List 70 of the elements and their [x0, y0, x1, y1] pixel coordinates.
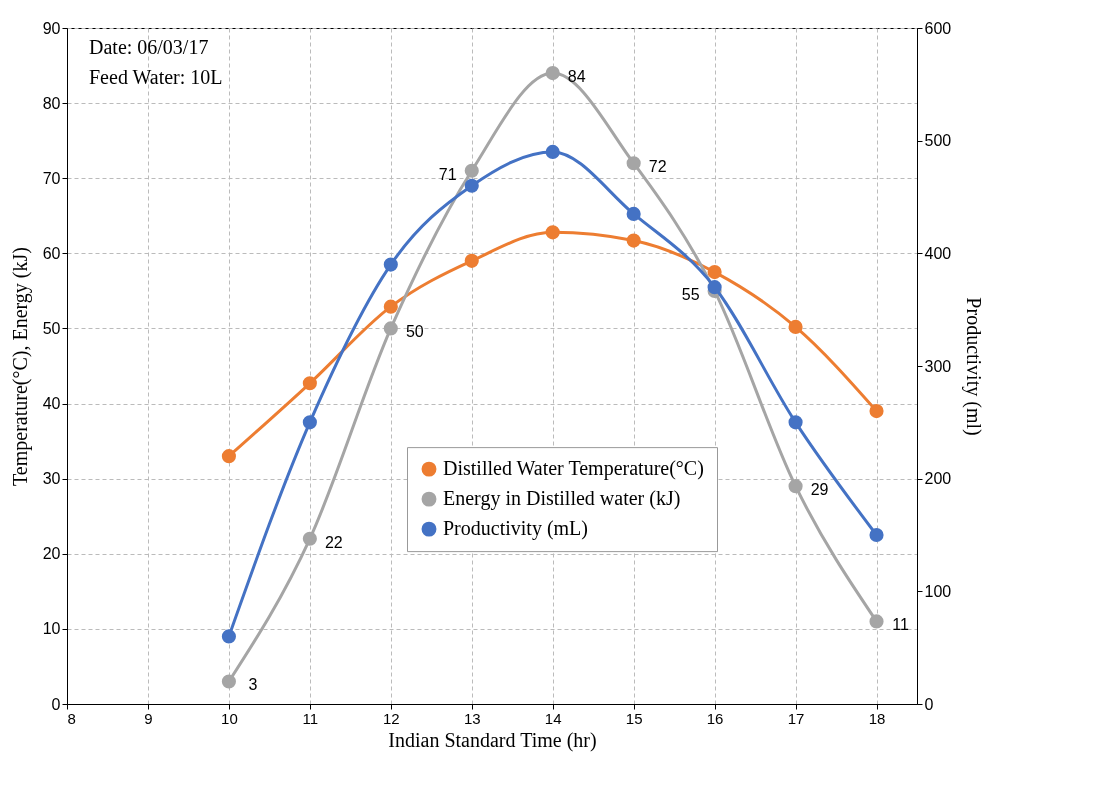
- point: [464, 163, 479, 178]
- y-tick-label: 60: [42, 244, 61, 262]
- point: [383, 299, 398, 314]
- legend-label: Distilled Water Temperature(°C): [443, 457, 704, 481]
- y-tick-label: 10: [42, 620, 61, 638]
- point: [383, 321, 398, 336]
- x-tick-label: 18: [868, 709, 886, 727]
- data-label: 55: [681, 285, 700, 303]
- point: [545, 144, 560, 159]
- point: [869, 527, 884, 543]
- data-label: 22: [324, 533, 343, 551]
- y-tick-label: 50: [42, 319, 61, 337]
- y-tick-label: 80: [42, 94, 61, 112]
- x-tick-label: 15: [625, 709, 643, 727]
- x-tick-label: 13: [463, 709, 481, 727]
- point: [788, 319, 803, 334]
- x-tick-label: 11: [302, 709, 319, 727]
- x-tick-label: 9: [144, 709, 153, 727]
- x-axis-title: Indian Standard Time (hr): [388, 728, 597, 752]
- annotation: Feed Water: 10L: [89, 66, 223, 88]
- point: [221, 674, 236, 689]
- y-tick-label: 90: [42, 19, 61, 37]
- point: [626, 156, 641, 171]
- point: [464, 178, 479, 193]
- y2-tick-label: 200: [924, 470, 952, 488]
- point: [302, 415, 317, 430]
- x-tick-label: 10: [221, 709, 238, 727]
- y-tick-label: 30: [42, 470, 61, 488]
- annotation: Date: 06/03/17: [89, 36, 209, 58]
- point: [302, 531, 317, 546]
- point: [788, 479, 803, 494]
- data-label: 11: [892, 616, 909, 634]
- point: [221, 629, 236, 644]
- y-axis-title: Temperature(°C), Energy (kJ): [8, 247, 32, 486]
- x-tick-label: 14: [544, 709, 562, 727]
- data-label: 72: [648, 158, 667, 176]
- data-label: 84: [567, 68, 586, 86]
- x-tick-label: 8: [67, 709, 76, 727]
- y-tick-label: 20: [42, 545, 61, 563]
- point: [302, 376, 317, 391]
- y2-tick-label: 0: [924, 695, 934, 713]
- point: [464, 253, 479, 268]
- point: [869, 614, 884, 629]
- y2-tick-label: 100: [924, 582, 952, 600]
- x-tick-label: 16: [706, 709, 724, 727]
- y2-tick-label: 300: [924, 357, 952, 375]
- point: [626, 206, 641, 221]
- x-tick-label: 12: [382, 709, 400, 727]
- y2-axis-title: Productivity (ml): [962, 297, 986, 436]
- point: [707, 265, 722, 280]
- y-tick-label: 0: [51, 695, 61, 713]
- y-tick-label: 70: [42, 169, 61, 187]
- point: [788, 415, 803, 430]
- y-tick-label: 40: [42, 395, 61, 413]
- data-label: 50: [405, 323, 424, 341]
- data-label: 71: [438, 165, 457, 183]
- data-label: 29: [810, 481, 829, 499]
- data-label: 3: [248, 676, 258, 694]
- legend-label: Productivity (mL): [443, 517, 588, 541]
- y2-tick-label: 500: [924, 132, 952, 150]
- point: [626, 233, 641, 248]
- y2-tick-label: 400: [924, 244, 952, 262]
- y2-tick-label: 600: [924, 19, 952, 37]
- point: [869, 404, 884, 419]
- point: [221, 449, 236, 464]
- point: [545, 225, 560, 240]
- point: [383, 257, 398, 272]
- x-tick-label: 17: [787, 709, 805, 727]
- legend-label: Energy in Distilled water (kJ): [443, 487, 681, 511]
- point: [545, 66, 560, 81]
